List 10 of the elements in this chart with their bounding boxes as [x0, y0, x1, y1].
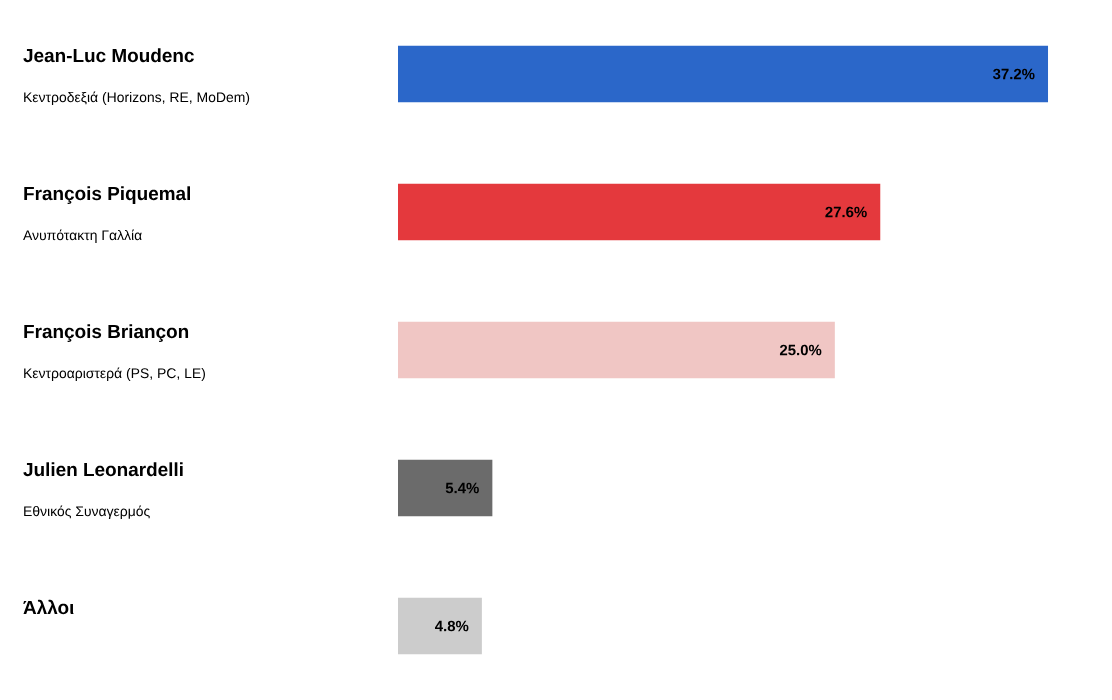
y-tick-label: François Briançon — [24, 324, 189, 342]
bar — [398, 183, 881, 241]
bar — [398, 459, 493, 517]
y-tick-label: Julien Leonardelli — [23, 462, 183, 477]
y-tick-label: Άλλοι — [23, 599, 74, 615]
y-tick-label: François Piquemal — [24, 186, 190, 204]
bar — [398, 45, 1049, 103]
bar — [398, 597, 482, 655]
bar — [398, 321, 835, 379]
y-tick-label: Jean-Luc Moudenc — [23, 48, 194, 63]
